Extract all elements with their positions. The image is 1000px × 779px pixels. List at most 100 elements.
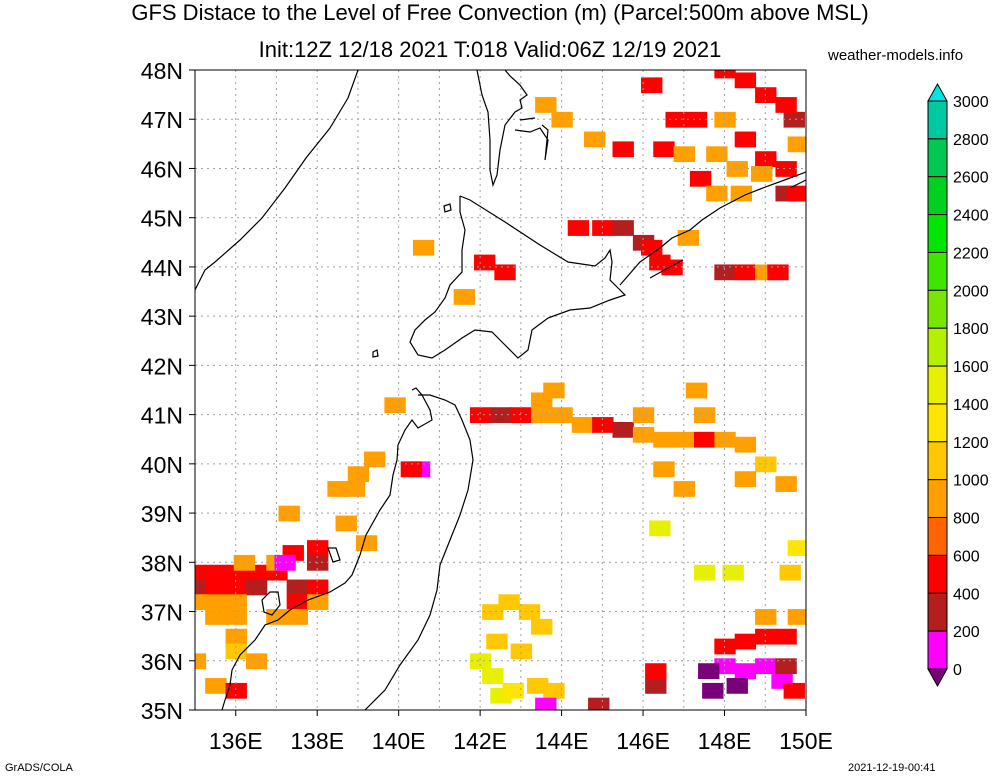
colorbar-label: 1200 <box>953 435 989 452</box>
field-cell <box>775 97 797 113</box>
field-cell <box>734 633 757 650</box>
grid-lines <box>195 70 807 710</box>
title-line1: GFS Distace to the Level of Free Convect… <box>131 0 869 25</box>
field-cell <box>612 422 634 438</box>
coastlines <box>195 70 806 710</box>
colorbar-label: 2800 <box>953 132 989 149</box>
field-cell <box>195 653 207 670</box>
field-cell <box>278 505 300 522</box>
colorbar: 3000280026002400220020001800160014001200… <box>927 82 989 688</box>
field-cell <box>225 643 247 660</box>
colorbar-bottom-arrow <box>927 668 948 688</box>
field-cell <box>327 481 349 497</box>
field-cell <box>518 604 541 620</box>
title-line2: Init:12Z 12/18 2021 T:018 Valid:06Z 12/1… <box>258 37 722 62</box>
lon-label: 140E <box>372 728 426 754</box>
lat-label: 38N <box>141 550 183 576</box>
field-cell <box>531 618 553 635</box>
lat-label: 46N <box>141 156 183 182</box>
field-cell <box>474 254 496 271</box>
lon-label: 138E <box>290 728 344 754</box>
field-cell <box>612 220 634 236</box>
field-cell <box>347 466 370 483</box>
coast-kuril2 <box>649 259 684 279</box>
field-cell <box>787 136 806 153</box>
colorbar-swatch <box>927 441 948 481</box>
field-cell <box>205 678 227 694</box>
field-cell <box>535 97 557 113</box>
colorbar-label: 800 <box>953 511 980 528</box>
field-cell <box>734 663 757 679</box>
field-cell <box>722 564 744 581</box>
colorbar-label: 1000 <box>953 473 989 490</box>
colorbar-swatch <box>927 176 948 216</box>
field-cell <box>685 111 708 128</box>
field-cell <box>307 540 329 556</box>
colorbar-label: 2000 <box>953 283 989 300</box>
field-cell <box>665 111 687 128</box>
colorbar-swatch <box>927 251 948 291</box>
lat-label: 44N <box>141 255 183 281</box>
footer-right: 2021-12-19-00:41 <box>848 762 936 774</box>
field-cell <box>649 520 671 537</box>
colorbar-label: 400 <box>953 586 980 603</box>
field-cell <box>641 77 663 94</box>
colorbar-label: 600 <box>953 548 980 565</box>
lat-label: 36N <box>141 649 183 675</box>
coast-kuril1 <box>619 171 806 286</box>
coast-mainland <box>195 70 359 291</box>
field-cell <box>693 407 716 423</box>
lat-label: 35N <box>141 698 183 724</box>
field-cell <box>531 392 553 409</box>
field-cell <box>592 220 614 236</box>
coast-okushiri <box>372 349 379 358</box>
colorbar-label: 1600 <box>953 359 989 376</box>
field-cell <box>584 131 606 148</box>
field-cell <box>245 579 268 596</box>
field-cells <box>195 70 806 710</box>
field-cell <box>510 643 533 660</box>
field-cell <box>588 697 610 710</box>
colorbar-top-arrow <box>927 82 948 102</box>
field-cell <box>726 161 748 177</box>
colorbar-swatch <box>927 517 948 556</box>
lat-label: 48N <box>141 58 183 84</box>
field-cell <box>526 678 549 694</box>
field-cell <box>195 594 207 611</box>
field-cell <box>469 407 492 423</box>
field-cell <box>225 682 247 699</box>
colorbar-label: 1400 <box>953 397 989 414</box>
field-cell <box>653 461 675 478</box>
field-cell <box>195 564 207 581</box>
field-cell <box>787 609 806 625</box>
colorbar-swatch <box>927 403 948 443</box>
field-cell <box>677 230 700 246</box>
field-cell <box>787 185 806 202</box>
field-cell <box>535 697 557 710</box>
field-cell <box>286 594 309 611</box>
field-cell <box>494 264 516 281</box>
field-cell <box>755 628 777 645</box>
lat-label: 45N <box>141 206 183 232</box>
field-cell <box>693 431 716 448</box>
field-cell <box>714 264 736 281</box>
field-cell <box>571 417 594 433</box>
colorbar-swatch <box>927 479 948 519</box>
colorbar-label: 2200 <box>953 245 989 262</box>
field-cell <box>706 185 728 202</box>
colorbar-swatch <box>927 327 948 367</box>
field-cell <box>730 185 753 202</box>
field-cell <box>787 540 806 556</box>
colorbar-label: 2400 <box>953 208 989 225</box>
field-cell <box>205 579 227 596</box>
field-cell <box>632 426 655 443</box>
lon-label: 142E <box>453 728 507 754</box>
coast-sakhalin-east <box>519 117 536 121</box>
field-cell <box>755 151 777 167</box>
lon-label: 136E <box>209 728 263 754</box>
lon-label: 146E <box>616 728 670 754</box>
field-cell <box>195 579 207 596</box>
field-cell <box>205 609 227 625</box>
colorbar-swatch <box>927 554 948 594</box>
latitude-labels: 48N 47N 46N 45N 44N 43N 42N 41N 40N 39N 38N 37N 36N 3… <box>141 58 195 724</box>
